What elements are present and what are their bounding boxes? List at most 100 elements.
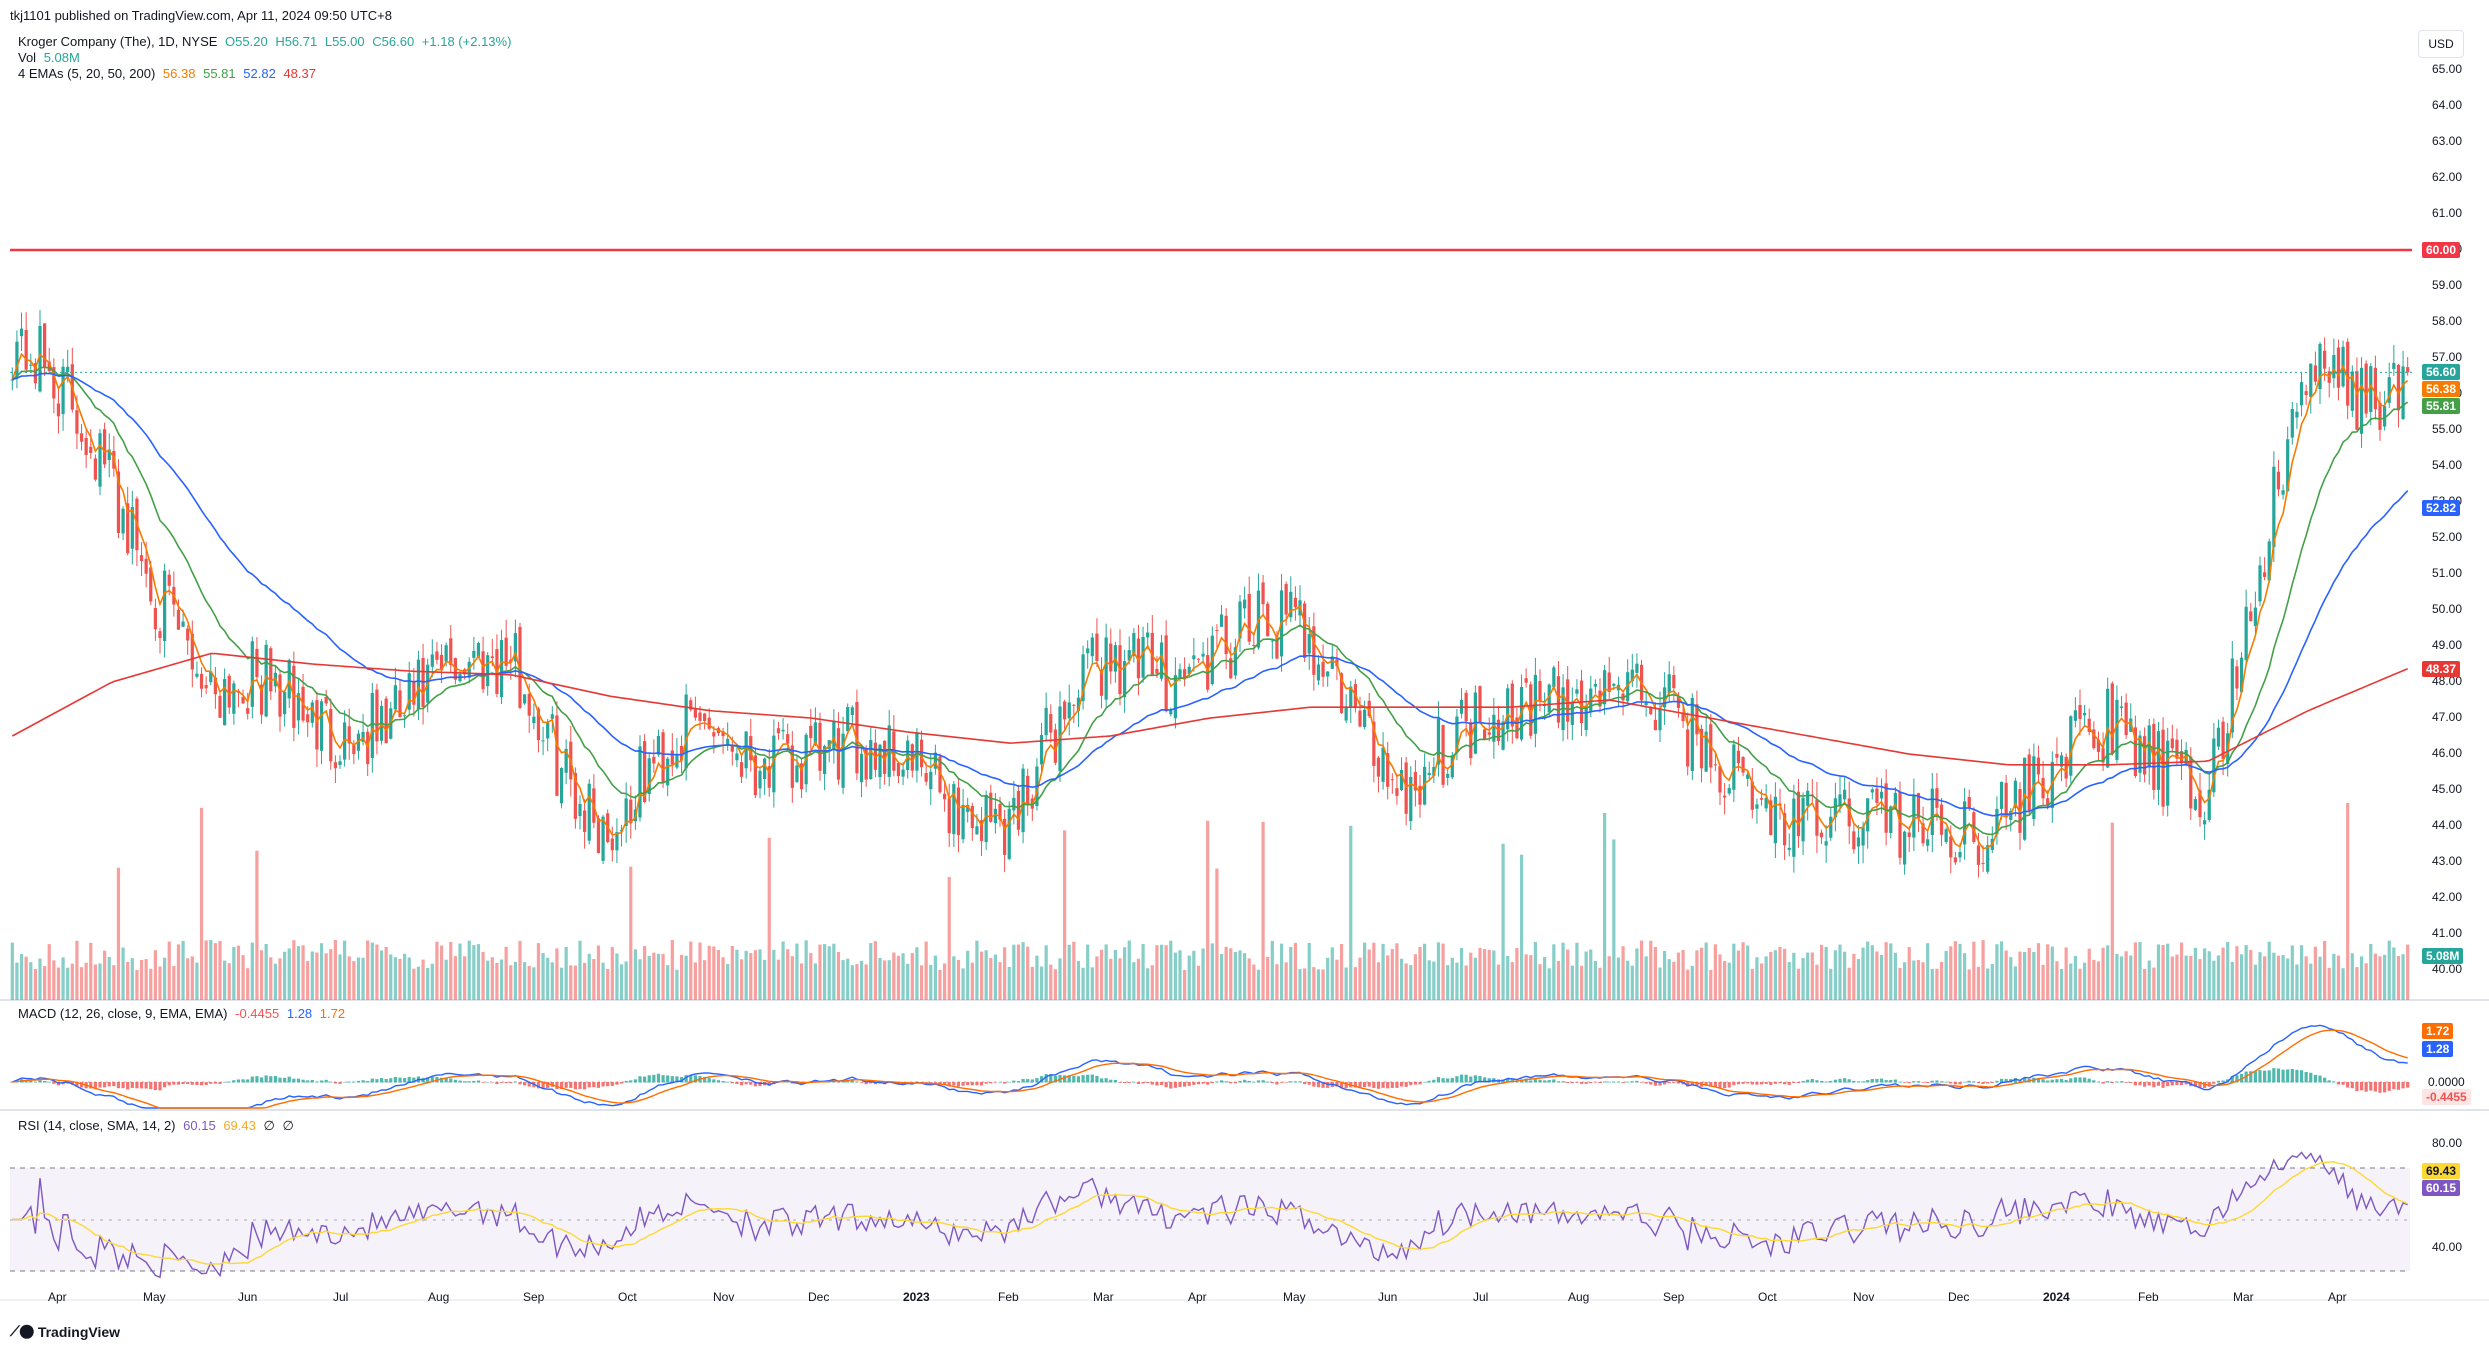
macd-hist-bar <box>2078 1077 2082 1083</box>
candle-body <box>347 726 351 744</box>
volume-bar <box>1510 962 1514 1000</box>
macd-hist-bar <box>624 1080 628 1083</box>
macd-hist-bar <box>1893 1079 1897 1083</box>
macd-hist-bar <box>2161 1082 2165 1088</box>
macd-hist-bar <box>1990 1082 1994 1083</box>
candle-body <box>213 677 217 695</box>
volume-bar <box>1783 948 1787 1000</box>
macd-hist-bar <box>1967 1080 1971 1083</box>
volume-bar <box>209 940 213 1000</box>
volume-bar <box>1446 965 1450 1000</box>
candle-body <box>573 772 577 819</box>
macd-hist-bar <box>449 1078 453 1083</box>
volume-bar <box>324 953 328 1000</box>
macd-hist-bar <box>619 1082 624 1084</box>
candle-body <box>199 673 204 689</box>
volume-bar <box>1229 948 1233 1000</box>
macd-hist-bar <box>2198 1082 2202 1088</box>
candle-body <box>1718 766 1722 793</box>
volume-bar <box>2359 956 2364 1000</box>
candle-body <box>652 756 656 764</box>
volume-bar <box>1921 962 1925 1000</box>
candle-body <box>2309 363 2313 397</box>
candle-body <box>1386 753 1390 787</box>
macd-hist-bar <box>1104 1078 1108 1083</box>
rsi-legend[interactable]: RSI (14, close, SMA, 14, 2) 60.15 69.43 … <box>18 1118 298 1134</box>
macd-hist-bar <box>306 1080 310 1083</box>
volume-bar <box>338 954 342 1000</box>
macd-hist-bar <box>1732 1082 1736 1086</box>
candle-body <box>1423 766 1427 805</box>
macd-legend[interactable]: MACD (12, 26, close, 9, EMA, EMA) -0.445… <box>18 1006 349 1022</box>
candle-body <box>2083 712 2087 716</box>
macd-hist-bar <box>1566 1082 1570 1084</box>
macd-hist-bar <box>370 1078 374 1083</box>
candle-body <box>1381 747 1385 782</box>
volume-bar <box>1123 947 1127 1000</box>
candle-body <box>2207 789 2211 820</box>
volume-bar <box>2383 954 2387 1000</box>
macd-hist-bar <box>172 1082 176 1085</box>
symbol-legend[interactable]: Kroger Company (The), 1D, NYSE O55.20 H5… <box>18 34 515 50</box>
volume-bar <box>1256 969 1261 1000</box>
volume-bar <box>490 957 494 1000</box>
macd-hist-bar <box>38 1080 42 1083</box>
time-tick: Aug <box>1568 1290 1590 1304</box>
macd-hist-tag: -0.4455 <box>2422 1089 2471 1105</box>
volume-bar <box>444 959 448 1000</box>
candle-body <box>190 633 194 670</box>
price-tick: 46.00 <box>2432 746 2463 760</box>
volume-bar <box>186 958 190 1000</box>
macd-hist-bar <box>1963 1081 1967 1083</box>
volume-legend[interactable]: Vol 5.08M <box>18 50 84 66</box>
candle-body <box>1196 658 1201 660</box>
volume-bar <box>1418 947 1422 1000</box>
candle-body <box>1723 795 1727 798</box>
candle-body <box>883 740 887 774</box>
macd-hist-bar <box>223 1081 227 1083</box>
volume-bar <box>61 957 65 1000</box>
volume-bar <box>933 955 937 1000</box>
volume-bar <box>24 956 28 1000</box>
candle-body <box>993 808 997 824</box>
candle-body <box>2290 409 2294 438</box>
volume-bar <box>1326 957 1330 1000</box>
volume-bar <box>195 962 199 1000</box>
macd-hist-bar <box>329 1081 333 1083</box>
currency-button[interactable]: USD <box>2418 30 2464 58</box>
macd-hist-bar <box>666 1075 670 1083</box>
ema-legend[interactable]: 4 EMAs (5, 20, 50, 200) 56.38 55.81 52.8… <box>18 66 320 82</box>
volume-bar <box>786 949 790 1000</box>
price-tick: 43.00 <box>2432 854 2463 868</box>
candle-body <box>1819 832 1824 838</box>
macd-hist-bar <box>712 1079 716 1083</box>
macd-hist-bar <box>52 1082 56 1084</box>
time-tick: Feb <box>2138 1290 2159 1304</box>
macd-hist-bar <box>476 1080 481 1083</box>
volume-bar <box>2263 956 2267 1000</box>
macd-hist-bar <box>1898 1081 1902 1083</box>
macd-hist-bar <box>2332 1081 2336 1083</box>
volume-bar <box>1252 964 1256 1000</box>
volume-bar <box>929 964 933 1000</box>
price-tick: 55.00 <box>2432 422 2463 436</box>
tradingview-logo[interactable]: ⟋⬤ TradingView <box>10 1323 120 1340</box>
candle-body <box>2272 466 2276 548</box>
volume-bar <box>841 960 845 1000</box>
candle-body <box>1727 788 1731 794</box>
candle-body <box>809 725 813 739</box>
ema200-value: 48.37 <box>283 66 316 81</box>
candle-body <box>1095 633 1099 661</box>
volume-bar <box>1386 955 1390 1000</box>
candle-body <box>1566 679 1570 722</box>
macd-hist-bar <box>1478 1075 1482 1083</box>
candle-body <box>1833 798 1837 818</box>
volume-bar <box>504 946 508 1000</box>
candle-body <box>407 673 411 710</box>
macd-hist-bar <box>2064 1079 2068 1083</box>
macd-hist-bar <box>1164 1082 1168 1088</box>
macd-hist-bar <box>47 1081 51 1083</box>
volume-bar <box>1501 843 1505 1000</box>
macd-hist-bar <box>2299 1070 2304 1083</box>
